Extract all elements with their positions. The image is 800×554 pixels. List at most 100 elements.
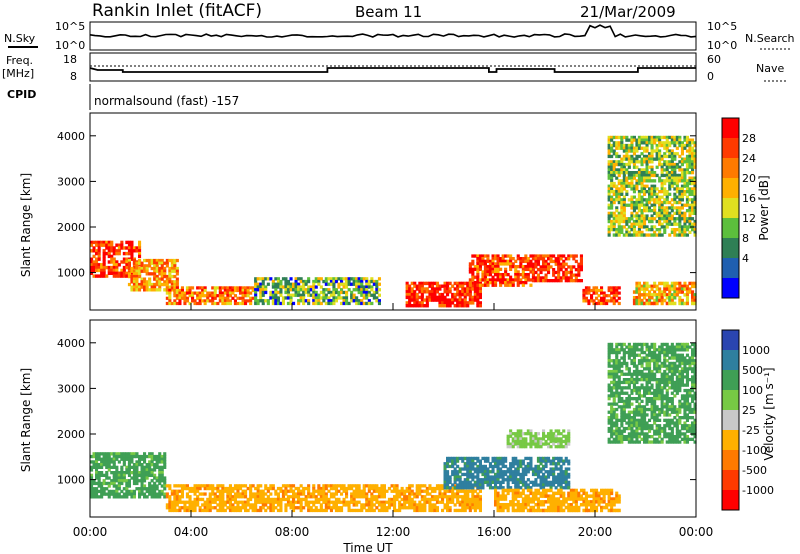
heatmap-cell (203, 503, 207, 507)
heatmap-cell (286, 285, 290, 289)
heatmap-cell (150, 495, 154, 499)
heatmap-cell (612, 143, 616, 148)
heatmap-cell (150, 479, 154, 483)
heatmap-cell (466, 304, 470, 308)
heatmap-cell (473, 470, 477, 474)
heatmap-cell (244, 503, 248, 507)
heatmap-cell (132, 463, 136, 467)
heatmap-cell (655, 135, 659, 140)
heatmap-cell (117, 479, 121, 483)
heatmap-cell (115, 457, 119, 461)
heatmap-cell (395, 484, 399, 488)
heatmap-cell (476, 506, 480, 510)
heatmap-cell (486, 281, 490, 285)
heatmap-cell (579, 494, 583, 498)
heatmap-cell (685, 290, 689, 294)
heatmap-cell (511, 497, 515, 501)
heatmap-cell (370, 277, 374, 281)
heatmap-cell (138, 460, 142, 464)
heatmap-cell (625, 217, 629, 221)
heatmap-cell (660, 165, 664, 169)
heatmap-cell (622, 380, 626, 385)
heatmap-cell (122, 265, 126, 270)
heatmap-cell (324, 484, 328, 488)
heatmap-cell (658, 228, 662, 232)
heatmap-cell (509, 432, 513, 436)
heatmap-cell (345, 279, 349, 284)
heatmap-cell (420, 503, 424, 507)
heatmap-cell (244, 506, 248, 510)
heatmap-cell (312, 282, 316, 286)
heatmap-cell (193, 301, 197, 306)
heatmap-cell (665, 301, 669, 306)
heatmap-cell (595, 488, 599, 493)
heatmap-cell (345, 486, 349, 491)
heatmap-cell (461, 290, 465, 294)
heatmap-cell (665, 149, 669, 153)
heatmap-cell (577, 494, 581, 498)
heatmap-cell (382, 495, 386, 499)
heatmap-cell (360, 288, 364, 292)
heatmap-cell (276, 495, 280, 499)
colorbar-segment (722, 258, 739, 279)
heatmap-cell (107, 468, 111, 472)
heatmap-cell (529, 480, 533, 484)
heatmap-cell (620, 405, 624, 409)
heatmap-cell (660, 301, 664, 306)
heatmap-cell (612, 219, 616, 224)
heatmap-cell (519, 508, 523, 513)
heatmap-cell (228, 486, 232, 491)
heatmap-cell (448, 495, 452, 499)
heatmap-cell (655, 198, 659, 202)
heatmap-cell (425, 497, 429, 502)
heatmap-cell (607, 168, 611, 172)
heatmap-cell (393, 506, 397, 510)
heatmap-cell (329, 508, 333, 513)
heatmap-cell (620, 228, 624, 232)
heatmap-cell (557, 488, 561, 493)
heatmap-cell (165, 506, 169, 510)
heatmap-cell (610, 391, 614, 395)
heatmap-cell (143, 452, 147, 456)
heatmap-cell (670, 222, 674, 226)
heatmap-cell (473, 475, 477, 479)
heatmap-cell (481, 470, 485, 474)
heatmap-cell (107, 271, 111, 275)
heatmap-cell (554, 508, 558, 513)
heatmap-cell (607, 494, 611, 498)
heatmap-cell (223, 503, 227, 507)
heatmap-cell (645, 190, 649, 194)
heatmap-cell (138, 454, 142, 459)
heatmap-cell (612, 421, 616, 425)
heatmap-cell (355, 486, 359, 491)
heatmap-cell (491, 459, 495, 463)
heatmap-cell (438, 301, 442, 305)
heatmap-cell (622, 143, 626, 148)
heatmap-cell (607, 187, 611, 191)
heatmap-cell (499, 278, 503, 282)
heatmap-cell (203, 484, 207, 488)
colorbar-segment (722, 238, 739, 259)
heatmap-cell (673, 284, 677, 289)
heatmap-cell (612, 181, 616, 186)
heatmap-cell (163, 465, 167, 469)
heatmap-cell (160, 258, 164, 263)
heatmap-cell (635, 146, 639, 150)
heatmap-cell (567, 467, 571, 471)
heatmap-cell (552, 478, 556, 482)
heatmap-cell (476, 464, 480, 469)
heatmap-cell (355, 277, 359, 281)
heatmap-cell (526, 483, 530, 487)
heatmap-cell (524, 467, 528, 471)
heatmap-cell (398, 495, 402, 499)
heatmap-cell (572, 273, 576, 277)
heatmap-cell (476, 495, 480, 499)
heatmap-cell (678, 217, 682, 221)
heatmap-cell (307, 285, 311, 289)
heatmap-cell (466, 495, 470, 499)
heatmap-cell (476, 273, 480, 277)
heatmap-cell (453, 470, 457, 474)
heatmap-cell (539, 442, 543, 446)
heatmap-cell (610, 165, 614, 169)
heatmap-cell (476, 287, 480, 291)
